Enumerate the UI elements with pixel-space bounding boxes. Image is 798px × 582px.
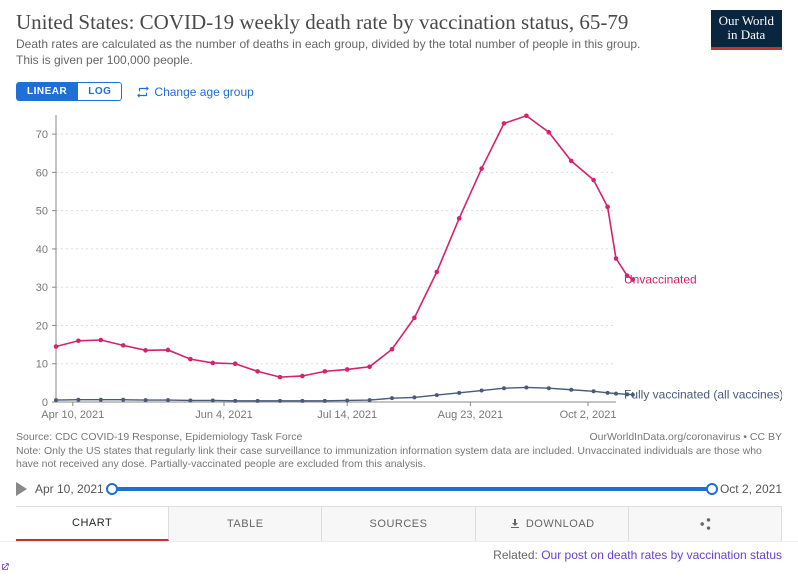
- swap-icon: [136, 85, 150, 99]
- external-link-icon: [0, 562, 10, 572]
- slider-handle-end[interactable]: [706, 483, 718, 495]
- svg-text:10: 10: [36, 359, 48, 371]
- play-button[interactable]: [16, 482, 27, 496]
- download-icon: [509, 518, 521, 530]
- svg-text:Jul 14, 2021: Jul 14, 2021: [317, 409, 377, 421]
- svg-text:30: 30: [36, 282, 48, 294]
- tab-table[interactable]: TABLE: [169, 507, 322, 541]
- change-age-label: Change age group: [154, 85, 253, 99]
- share-icon: [698, 517, 712, 531]
- logo-line1: Our World: [719, 13, 774, 28]
- chart-title: United States: COVID-19 weekly death rat…: [16, 10, 656, 35]
- download-label: DOWNLOAD: [526, 518, 595, 530]
- time-slider[interactable]: [112, 487, 712, 491]
- chart-area: 0 10 20 30 40 50 60 70 Apr 10, 2021 Jun 4, 2021 Ju…: [16, 107, 782, 427]
- logo-line2: in Data: [727, 27, 765, 42]
- svg-text:Apr 10, 2021: Apr 10, 2021: [41, 409, 104, 421]
- tab-sources[interactable]: SOURCES: [322, 507, 475, 541]
- log-button[interactable]: LOG: [78, 82, 122, 101]
- svg-text:Jun 4, 2021: Jun 4, 2021: [195, 409, 253, 421]
- svg-text:50: 50: [36, 206, 48, 218]
- related-prefix: Related:: [493, 548, 541, 562]
- note-text: Note: Only the US states that regularly …: [16, 445, 782, 472]
- timeline-end-label: Oct 2, 2021: [720, 482, 782, 496]
- slider-handle-start[interactable]: [106, 483, 118, 495]
- chart-subtitle: Death rates are calculated as the number…: [16, 37, 656, 68]
- svg-text:Fully vaccinated (all vaccines: Fully vaccinated (all vaccines): [624, 388, 782, 402]
- related-row: Related: Our post on death rates by vacc…: [0, 541, 798, 572]
- scale-toggle: LINEAR LOG: [16, 82, 122, 101]
- attribution-text: OurWorldInData.org/coronavirus • CC BY: [589, 431, 782, 445]
- svg-text:0: 0: [42, 397, 48, 409]
- change-age-group-link[interactable]: Change age group: [136, 85, 253, 99]
- svg-text:60: 60: [36, 168, 48, 180]
- tab-share[interactable]: [629, 507, 782, 541]
- footer-notes: OurWorldInData.org/coronavirus • CC BY S…: [16, 431, 782, 472]
- svg-text:Oct 2, 2021: Oct 2, 2021: [560, 409, 617, 421]
- tab-chart[interactable]: CHART: [16, 507, 169, 541]
- svg-text:70: 70: [36, 129, 48, 141]
- owid-logo: Our World in Data: [711, 10, 782, 50]
- svg-text:Unvaccinated: Unvaccinated: [624, 273, 697, 287]
- svg-text:20: 20: [36, 321, 48, 333]
- svg-text:40: 40: [36, 244, 48, 256]
- related-link[interactable]: Our post on death rates by vaccination s…: [0, 548, 782, 572]
- svg-text:Aug 23, 2021: Aug 23, 2021: [438, 409, 503, 421]
- tabs: CHART TABLE SOURCES DOWNLOAD: [16, 506, 782, 541]
- tab-download[interactable]: DOWNLOAD: [476, 507, 629, 541]
- linear-button[interactable]: LINEAR: [16, 82, 78, 101]
- timeline-start-label: Apr 10, 2021: [35, 482, 104, 496]
- timeline: Apr 10, 2021 Oct 2, 2021: [16, 482, 782, 496]
